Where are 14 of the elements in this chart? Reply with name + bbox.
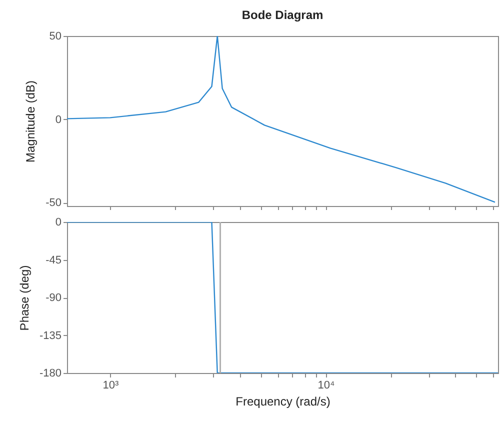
x-tick-label: 10⁴	[318, 380, 335, 392]
y-tick-label: 0	[55, 114, 62, 126]
y-axis-title: Phase (deg)	[17, 265, 32, 331]
y-axis-title: Magnitude (dB)	[24, 80, 38, 163]
y-tick-label: -135	[39, 330, 62, 342]
y-tick-label: -50	[46, 197, 62, 210]
y-tick-label: 0	[55, 216, 62, 228]
x-tick-label: 10³	[102, 380, 120, 392]
y-tick-label: -45	[46, 254, 62, 266]
y-tick-label: 50	[49, 30, 62, 42]
x-axis-title: Frequency (rad/s)	[236, 394, 330, 408]
y-tick-label: -180	[39, 368, 62, 380]
y-tick-label: -90	[46, 292, 62, 304]
chart-title: Bode Diagram	[242, 8, 324, 22]
